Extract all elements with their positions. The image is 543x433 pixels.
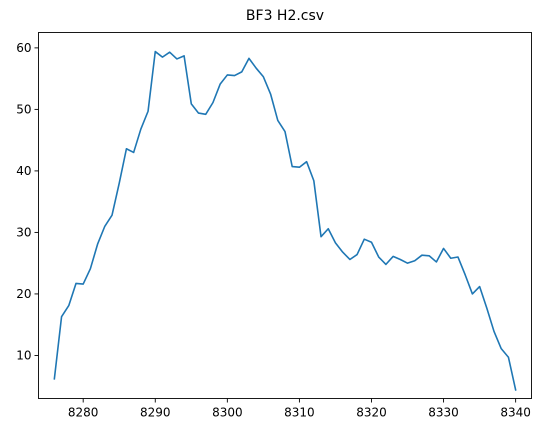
y-tick-label: 40 <box>16 164 31 178</box>
x-tick-label: 8330 <box>428 406 459 420</box>
plot-area <box>38 32 532 399</box>
x-tick-label: 8300 <box>212 406 243 420</box>
y-tick-label: 20 <box>16 287 31 301</box>
chart-title: BF3 H2.csv <box>246 8 324 24</box>
x-tick-label: 8310 <box>284 406 315 420</box>
y-tick-label: 30 <box>16 225 31 239</box>
y-axis: 10 20 30 40 50 60 <box>16 41 39 362</box>
x-tick-label: 8280 <box>68 406 99 420</box>
x-tick-label: 8290 <box>140 406 171 420</box>
axes-frame <box>38 32 532 399</box>
x-tick-label: 8340 <box>500 406 531 420</box>
y-tick-label: 60 <box>16 41 31 55</box>
y-tick-label: 50 <box>16 102 31 116</box>
series-line <box>53 50 517 391</box>
x-axis: 8280 8290 8300 8310 8320 8330 8340 <box>68 398 531 420</box>
x-tick-label: 8320 <box>356 406 387 420</box>
y-tick-label: 10 <box>16 348 31 362</box>
